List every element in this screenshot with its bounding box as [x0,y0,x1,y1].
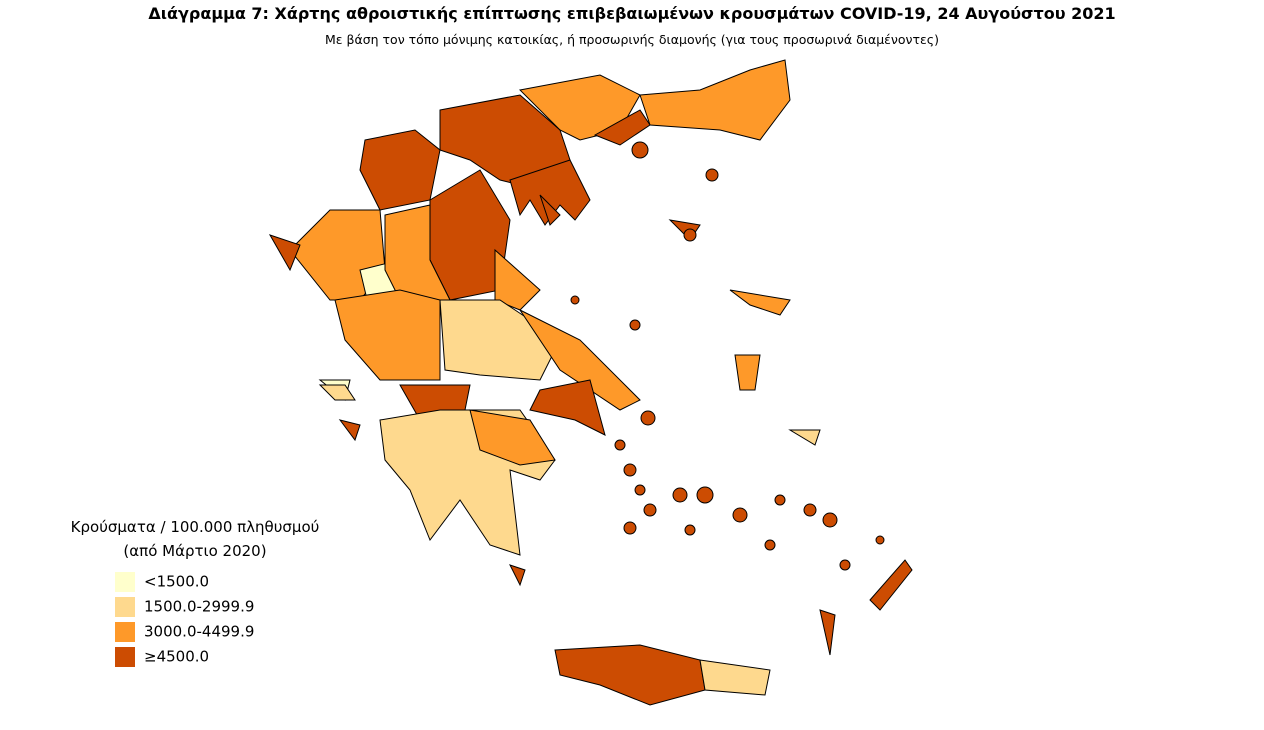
island [614,439,626,451]
region [334,289,441,381]
region [734,354,761,391]
island [640,410,656,426]
legend-label: <1500.0 [144,573,209,591]
legend-label: 1500.0-2999.9 [144,598,254,616]
region [359,129,441,211]
title: Διάγραμμα 7: Χάρτης αθροιστικής επίπτωση… [148,4,1115,23]
island [705,168,719,182]
region [639,59,791,141]
island [631,141,649,159]
region [469,409,556,466]
island [803,503,817,517]
island [875,535,885,545]
legend-subtitle: (από Μάρτιο 2020) [123,542,266,560]
legend: <1500.0 1500.0-2999.9 3000.0-4499.9 ≥4500.0 [115,572,254,667]
island [634,484,646,496]
island [774,494,786,506]
region [509,564,526,587]
island [684,524,696,536]
region [318,384,356,401]
island [570,295,580,305]
island [696,486,714,504]
region [509,159,591,226]
region [268,234,301,272]
island [643,503,657,517]
region [699,659,771,696]
region [518,308,641,411]
island [623,463,637,477]
regions [268,59,913,706]
legend-swatch [115,622,135,642]
island [623,521,637,535]
island [822,512,838,528]
region [593,109,651,146]
region [554,644,706,706]
legend-swatch [115,572,135,592]
region [788,429,821,446]
region [338,419,361,442]
region [529,379,606,436]
island [764,539,776,551]
legend-swatch [115,597,135,617]
legend-label: ≥4500.0 [144,648,209,666]
region [869,559,913,611]
legend-label: 3000.0-4499.9 [144,623,254,641]
region [539,194,561,226]
region [729,289,791,316]
island [732,507,748,523]
legend-swatch [115,647,135,667]
island [629,319,641,331]
subtitle: Με βάση τον τόπο μόνιμης κατοικίας, ή πρ… [325,32,939,47]
island [672,487,688,503]
island [683,228,697,242]
legend-title: Κρούσματα / 100.000 πληθυσμού [71,518,320,536]
island [839,559,851,571]
region [819,609,836,656]
